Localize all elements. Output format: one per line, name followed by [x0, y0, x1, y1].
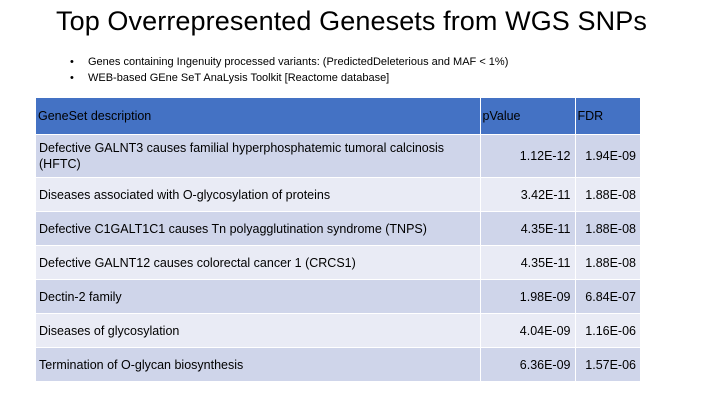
- fdr-cell: 1.88E-08: [575, 211, 640, 246]
- pvalue-cell: 4.35E-11: [480, 245, 576, 280]
- table-header-row: GeneSet description pValue FDR: [36, 98, 640, 135]
- fdr-cell: 1.16E-06: [575, 313, 640, 348]
- pvalue-cell: 4.04E-09: [480, 313, 576, 348]
- geneset-description-cell: Defective C1GALT1C1 causes Tn polyagglut…: [36, 211, 481, 246]
- geneset-table: GeneSet description pValue FDR Defective…: [36, 98, 640, 381]
- pvalue-cell: 4.35E-11: [480, 211, 576, 246]
- slide-title: Top Overrepresented Genesets from WGS SN…: [56, 6, 647, 36]
- geneset-description-cell: Diseases associated with O-glycosylation…: [36, 177, 481, 212]
- pvalue-cell: 1.98E-09: [480, 279, 576, 314]
- fdr-cell: 1.57E-06: [575, 347, 640, 381]
- fdr-cell: 1.94E-09: [575, 134, 640, 178]
- bullet-list: Genes containing Ingenuity processed var…: [70, 54, 508, 86]
- table-row: Dectin-2 family 1.98E-09 6.84E-07: [36, 279, 640, 314]
- geneset-description-cell: Defective GALNT3 causes familial hyperph…: [36, 134, 481, 178]
- pvalue-cell: 1.12E-12: [480, 134, 576, 178]
- header-geneset-description: GeneSet description: [36, 98, 481, 135]
- fdr-cell: 1.88E-08: [575, 245, 640, 280]
- pvalue-cell: 3.42E-11: [480, 177, 576, 212]
- bullet-item: WEB-based GEne SeT AnaLysis Toolkit [Rea…: [70, 70, 508, 86]
- geneset-description-cell: Defective GALNT12 causes colorectal canc…: [36, 245, 481, 280]
- table-row: Defective GALNT3 causes familial hyperph…: [36, 134, 640, 178]
- table-row: Diseases of glycosylation 4.04E-09 1.16E…: [36, 313, 640, 348]
- fdr-cell: 1.88E-08: [575, 177, 640, 212]
- table-row: Diseases associated with O-glycosylation…: [36, 177, 640, 212]
- bullet-item: Genes containing Ingenuity processed var…: [70, 54, 508, 70]
- table-row: Defective C1GALT1C1 causes Tn polyagglut…: [36, 211, 640, 246]
- fdr-cell: 6.84E-07: [575, 279, 640, 314]
- geneset-description-cell: Diseases of glycosylation: [36, 313, 481, 348]
- pvalue-cell: 6.36E-09: [480, 347, 576, 381]
- header-pvalue: pValue: [480, 98, 576, 135]
- geneset-description-cell: Termination of O-glycan biosynthesis: [36, 347, 481, 381]
- geneset-description-cell: Dectin-2 family: [36, 279, 481, 314]
- table-row: Termination of O-glycan biosynthesis 6.3…: [36, 347, 640, 381]
- header-fdr: FDR: [575, 98, 640, 135]
- table-row: Defective GALNT12 causes colorectal canc…: [36, 245, 640, 280]
